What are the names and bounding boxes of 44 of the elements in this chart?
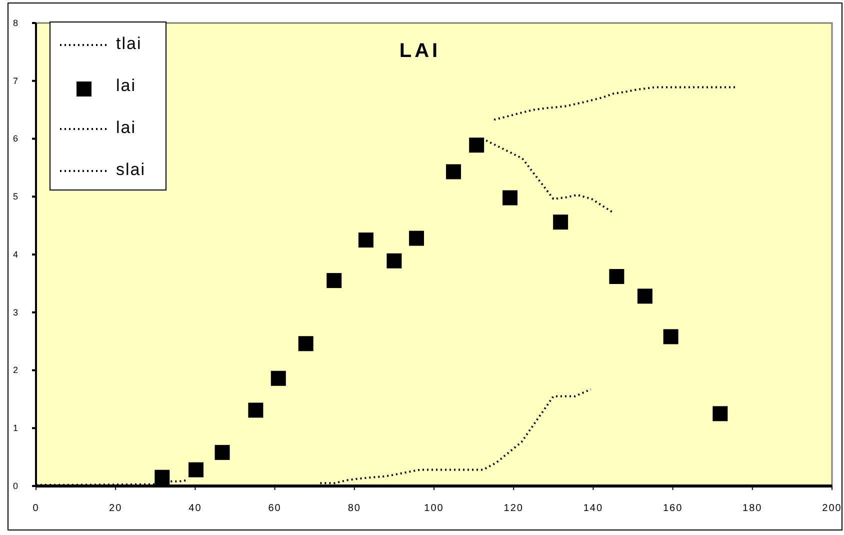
x-tick-label: 160 <box>662 503 683 514</box>
point <box>326 273 342 288</box>
legend-label: lai <box>116 118 136 137</box>
y-tick-label: 5 <box>12 192 18 202</box>
point <box>469 138 484 153</box>
legend-label: slai <box>116 160 146 179</box>
y-tick-label: 4 <box>12 249 18 260</box>
point <box>248 402 264 418</box>
point <box>298 336 314 352</box>
x-tick-label: 20 <box>109 503 122 514</box>
x-tick-label: 140 <box>583 503 604 514</box>
point <box>154 470 170 485</box>
point <box>188 462 204 478</box>
x-tick-label: 80 <box>348 503 361 514</box>
point <box>663 329 678 344</box>
y-tick-label: 6 <box>12 134 18 144</box>
x-tick-label: 40 <box>188 503 202 514</box>
point <box>386 253 402 268</box>
point <box>408 230 424 246</box>
legend-label: tlai <box>116 34 142 53</box>
x-tick-label: 0 <box>32 503 40 514</box>
point <box>637 288 652 304</box>
text: LAI <box>399 40 441 62</box>
point <box>446 164 461 180</box>
y-tick-label: 0 <box>12 480 18 491</box>
point <box>609 268 624 284</box>
x-tick-label: 100 <box>424 503 444 514</box>
y-tick-label: 7 <box>12 76 18 86</box>
x-tick-label: 120 <box>504 503 524 514</box>
legend-label: lai <box>116 76 136 95</box>
point <box>358 232 374 248</box>
x-tick-label: 200 <box>822 503 842 514</box>
line-series <box>493 86 738 121</box>
y-tick-label: 8 <box>12 18 18 28</box>
point <box>270 370 286 386</box>
y-tick-label: 1 <box>12 423 18 434</box>
x-tick-label: 60 <box>268 503 282 514</box>
point <box>712 406 728 422</box>
x-tick-label: 180 <box>742 503 762 514</box>
y-tick-label: 3 <box>12 307 18 318</box>
point <box>214 444 230 460</box>
point <box>553 214 568 230</box>
point <box>502 190 518 206</box>
y-tick-label: 2 <box>12 365 18 376</box>
